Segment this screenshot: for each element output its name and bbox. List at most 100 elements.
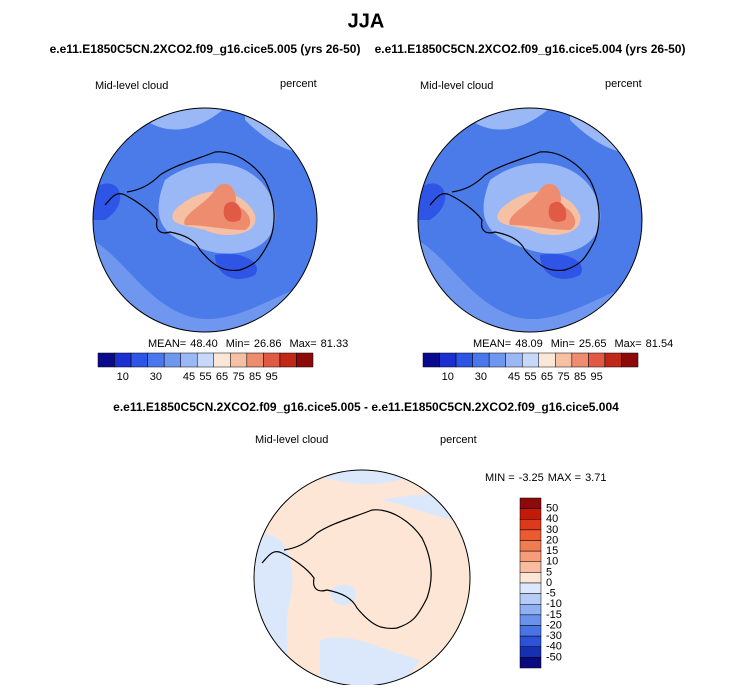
subtitle: e.e11.E1850C5CN.2XCO2.f09_g16.cice5.005 … [113, 400, 619, 414]
colorbar-box [519, 497, 542, 509]
colorbar-label: 65 [216, 371, 228, 383]
subtitle: e.e11.E1850C5CN.2XCO2.f09_g16.cice5.005 … [50, 42, 361, 56]
colorbar-box [180, 352, 198, 368]
colorbar-box [488, 352, 506, 368]
colorbar-label: 50 [546, 503, 558, 515]
right-label: percent [280, 78, 317, 90]
stat-value: 81.54 [646, 338, 674, 350]
colorbar-label: 55 [199, 371, 211, 383]
colorbar-label: 20 [546, 534, 558, 546]
stat-label: Min= [226, 338, 250, 350]
colorbar-label: -20 [546, 619, 562, 631]
colorbar-box [263, 352, 281, 368]
colorbar-label: 75 [557, 371, 569, 383]
colorbar-box [519, 604, 542, 616]
colorbar-box [230, 352, 248, 368]
colorbar-label: 85 [574, 371, 586, 383]
stat-label: Max= [614, 338, 641, 350]
stat-value: 48.40 [190, 338, 218, 350]
colorbar-box [246, 352, 264, 368]
colorbar-box [296, 352, 314, 368]
panel-map [93, 108, 317, 332]
stat-label: Max= [289, 338, 316, 350]
stat-label: MEAN= [148, 338, 186, 350]
stat-value: -3.25 [519, 472, 544, 484]
map-border [417, 107, 643, 333]
colorbar-box [422, 352, 440, 368]
stat-value: 48.09 [515, 338, 543, 350]
colorbar-label: 95 [266, 371, 278, 383]
stat-label: Min= [551, 338, 575, 350]
stat-label: MEAN= [473, 338, 511, 350]
colorbar-label: 40 [546, 513, 558, 525]
left-label: Mid-level cloud [420, 80, 493, 92]
colorbar-box [604, 352, 622, 368]
colorbar-box [519, 529, 542, 541]
colorbar-label: 30 [150, 371, 162, 383]
colorbar-box [571, 352, 589, 368]
stat-value: 26.86 [254, 338, 282, 350]
colorbar-box [519, 550, 542, 562]
colorbar-box [519, 646, 542, 658]
colorbar-box [519, 625, 542, 637]
colorbar-label: -40 [546, 641, 562, 653]
colorbar-box [505, 352, 523, 368]
colorbar-label: 75 [232, 371, 244, 383]
colorbar-box [519, 635, 542, 647]
colorbar-box [519, 657, 542, 669]
colorbar-box [519, 540, 542, 552]
colorbar-box [114, 352, 132, 368]
colorbar-box [147, 352, 165, 368]
colorbar-box [213, 352, 231, 368]
colorbar-label: 30 [475, 371, 487, 383]
colorbar-label: -5 [546, 588, 556, 600]
stat-label: MAX = [548, 472, 581, 484]
right-label: percent [440, 434, 477, 446]
stat-value: 25.65 [579, 338, 607, 350]
colorbar-box [519, 519, 542, 531]
colorbar-box [519, 582, 542, 594]
colorbar-label: 15 [546, 545, 558, 557]
right-label: percent [605, 78, 642, 90]
colorbar-label: -50 [546, 651, 562, 663]
colorbar-label: 45 [508, 371, 520, 383]
colorbar-box [519, 572, 542, 584]
colorbar-box [97, 352, 115, 368]
colorbar-label: 10 [546, 556, 558, 568]
colorbar-box [555, 352, 573, 368]
stat-value: 3.71 [585, 472, 606, 484]
subtitle: e.e11.E1850C5CN.2XCO2.f09_g16.cice5.004 … [375, 42, 686, 56]
colorbar-label: 45 [183, 371, 195, 383]
colorbar-label: 85 [249, 371, 261, 383]
title: JJA [348, 10, 385, 32]
left-label: Mid-level cloud [255, 434, 328, 446]
colorbar-box [196, 352, 215, 368]
colorbar-box [455, 352, 473, 368]
colorbar-box [519, 508, 542, 520]
stat-value: 81.33 [321, 338, 349, 350]
colorbar-box [163, 352, 181, 368]
colorbar-label: -15 [546, 609, 562, 621]
colorbar-label: 10 [442, 371, 454, 383]
colorbar-label: 0 [546, 577, 552, 589]
colorbar-box [472, 352, 490, 368]
colorbar-label: 55 [524, 371, 536, 383]
colorbar-box [130, 352, 148, 368]
colorbar-box [439, 352, 457, 368]
colorbar-box [519, 561, 542, 573]
colorbar-box [519, 593, 542, 605]
colorbar-box [621, 352, 639, 368]
colorbar-box [519, 614, 542, 626]
colorbar-label: 65 [541, 371, 553, 383]
colorbar-box [538, 352, 556, 368]
colorbar-label: -10 [546, 598, 562, 610]
colorbar-box [279, 352, 297, 368]
diff-map [254, 470, 470, 686]
colorbar-label: 10 [117, 371, 129, 383]
left-label: Mid-level cloud [95, 80, 168, 92]
colorbar-label: 5 [546, 566, 552, 578]
stat-label: MIN = [485, 472, 515, 484]
colorbar-label: 30 [546, 524, 558, 536]
map-border [92, 107, 318, 333]
